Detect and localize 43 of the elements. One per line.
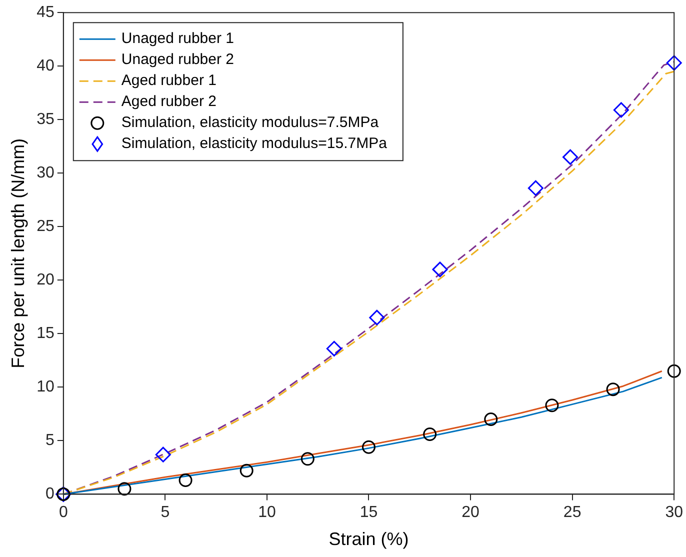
legend-label: Unaged rubber 2: [121, 51, 234, 68]
point: [300, 452, 314, 466]
y-tick-label: 5: [45, 432, 54, 450]
y-tick-label: 20: [36, 272, 54, 289]
point: [484, 412, 498, 426]
y-tick-label: 45: [36, 4, 54, 22]
y-tick-label: 0: [45, 486, 54, 503]
legend-label: Simulation, elasticity modulus=7.5MPa: [121, 114, 380, 132]
legend-label: Simulation, elasticity modulus=15.7MPa: [121, 135, 388, 152]
y-tick-label: 40: [36, 58, 54, 75]
legend-label: Unaged rubber 1: [121, 30, 234, 48]
legend-label: Aged rubber 1: [121, 72, 216, 90]
x-tick-label: 25: [563, 504, 582, 522]
point: [613, 102, 629, 118]
point: [667, 364, 681, 378]
point: [528, 180, 544, 196]
y-tick-label: 35: [36, 111, 54, 128]
point: [118, 482, 132, 496]
point: [178, 474, 192, 488]
x-tick-label: 0: [58, 504, 68, 522]
point: [423, 428, 437, 442]
point: [240, 464, 254, 478]
point: [432, 262, 448, 278]
x-tick-label: 10: [258, 504, 276, 522]
point: [545, 398, 559, 412]
y-tick-label: 10: [36, 378, 54, 396]
x-tick-label: 15: [360, 504, 378, 522]
legend-label: Aged rubber 2: [121, 93, 216, 110]
point: [666, 55, 682, 71]
y-tick-label: 25: [36, 218, 54, 236]
x-tick-label: 5: [160, 504, 170, 522]
x-axis-title: Strain (%): [328, 529, 409, 550]
y-tick-label: 30: [36, 164, 54, 182]
point: [362, 440, 376, 454]
point: [326, 340, 342, 356]
x-tick-label: 20: [462, 504, 480, 522]
point: [155, 446, 171, 462]
y-axis-title: Force per unit length (N/mm): [8, 138, 28, 368]
point: [562, 149, 578, 165]
x-tick-label: 30: [665, 504, 684, 522]
point: [369, 310, 385, 326]
point: [606, 382, 620, 396]
y-tick-label: 15: [36, 325, 54, 342]
